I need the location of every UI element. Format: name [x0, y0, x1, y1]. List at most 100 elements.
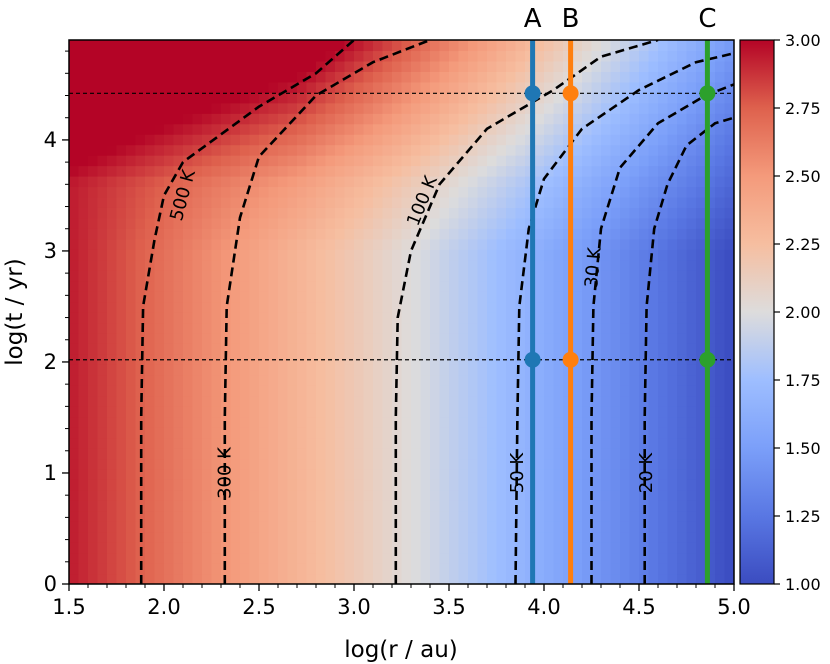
heatmap-cell: [705, 489, 716, 501]
heatmap-cell: [430, 228, 441, 240]
heatmap-cell: [316, 196, 327, 208]
heatmap-cell: [69, 291, 80, 303]
heatmap-cell: [221, 134, 232, 146]
heatmap-cell: [363, 343, 374, 355]
heatmap-cell: [506, 406, 517, 418]
heatmap-cell: [297, 40, 308, 52]
heatmap-cell: [449, 563, 460, 575]
heatmap-cell: [449, 207, 460, 219]
heatmap-cell: [667, 102, 678, 114]
heatmap-cell: [278, 385, 289, 397]
heatmap-cell: [164, 176, 175, 188]
heatmap-cell: [240, 468, 251, 480]
heatmap-cell: [202, 238, 213, 250]
heatmap-cell: [363, 165, 374, 177]
heatmap-cell: [97, 102, 108, 114]
heatmap-cell: [563, 448, 574, 460]
heatmap-cell: [458, 176, 469, 188]
heatmap-cell: [382, 238, 393, 250]
heatmap-cell: [249, 280, 260, 292]
heatmap-cell: [696, 374, 707, 386]
heatmap-cell: [439, 238, 450, 250]
heatmap-cell: [715, 123, 726, 135]
heatmap-cell: [487, 134, 498, 146]
heatmap-cell: [249, 165, 260, 177]
heatmap-cell: [506, 343, 517, 355]
heatmap-cell: [268, 531, 279, 543]
heatmap-cell: [468, 458, 479, 470]
heatmap-cell: [506, 510, 517, 522]
heatmap-cell: [658, 458, 669, 470]
heatmap-cell: [306, 468, 317, 480]
heatmap-cell: [297, 249, 308, 261]
heatmap-cell: [458, 448, 469, 460]
heatmap-cell: [420, 186, 431, 198]
heatmap-cell: [78, 395, 89, 407]
heatmap-cell: [107, 468, 118, 480]
heatmap-cell: [449, 123, 460, 135]
heatmap-cell: [230, 364, 241, 376]
heatmap-cell: [354, 270, 365, 282]
heatmap-cell: [297, 468, 308, 480]
heatmap-cell: [534, 437, 545, 449]
heatmap-cell: [202, 228, 213, 240]
heatmap-cell: [373, 552, 384, 564]
heatmap-cell: [373, 50, 384, 62]
heatmap-cell: [639, 144, 650, 156]
heatmap-cell: [658, 332, 669, 344]
heatmap-cell: [620, 40, 631, 52]
heatmap-cell: [230, 60, 241, 72]
heatmap-cell: [506, 259, 517, 271]
heatmap-cell: [287, 353, 298, 365]
heatmap-cell: [591, 521, 602, 533]
heatmap-cell: [468, 144, 479, 156]
heatmap-cell: [202, 50, 213, 62]
heatmap-cell: [287, 217, 298, 229]
heatmap-cell: [69, 134, 80, 146]
heatmap-cell: [724, 217, 734, 229]
heatmap-cell: [439, 207, 450, 219]
heatmap-cell: [591, 542, 602, 554]
heatmap-cell: [449, 364, 460, 376]
heatmap-cell: [572, 573, 583, 584]
heatmap-cell: [382, 552, 393, 564]
heatmap-cell: [173, 102, 184, 114]
heatmap-cell: [306, 500, 317, 512]
heatmap-cell: [154, 102, 165, 114]
heatmap-cell: [69, 479, 80, 491]
heatmap-cell: [363, 479, 374, 491]
contour-line: [643, 116, 734, 584]
heatmap-cell: [582, 489, 593, 501]
heatmap-cell: [696, 50, 707, 62]
heatmap-cell: [107, 374, 118, 386]
heatmap-cell: [601, 343, 612, 355]
heatmap-cell: [230, 385, 241, 397]
heatmap-cell: [78, 479, 89, 491]
heatmap-cell: [145, 238, 156, 250]
heatmap-cell: [287, 521, 298, 533]
heatmap-cell: [192, 374, 203, 386]
heatmap-cell: [430, 207, 441, 219]
heatmap-cell: [477, 301, 488, 313]
heatmap-cell: [667, 552, 678, 564]
heatmap-cell: [316, 468, 327, 480]
heatmap-cell: [648, 207, 659, 219]
heatmap-cell: [639, 322, 650, 334]
heatmap-cell: [278, 322, 289, 334]
heatmap-cell: [534, 60, 545, 72]
heatmap-cell: [544, 343, 555, 355]
heatmap-cell: [240, 92, 251, 104]
heatmap-cell: [192, 280, 203, 292]
heatmap-cell: [164, 322, 175, 334]
heatmap-cell: [268, 249, 279, 261]
heatmap-cell: [335, 238, 346, 250]
heatmap-cell: [344, 489, 355, 501]
heatmap-cell: [401, 552, 412, 564]
heatmap-cell: [116, 312, 127, 324]
heatmap-cell: [192, 102, 203, 114]
heatmap-cell: [715, 374, 726, 386]
heatmap-cell: [392, 228, 403, 240]
heatmap-cell: [97, 291, 108, 303]
heatmap-cell: [439, 500, 450, 512]
heatmap-cell: [202, 406, 213, 418]
